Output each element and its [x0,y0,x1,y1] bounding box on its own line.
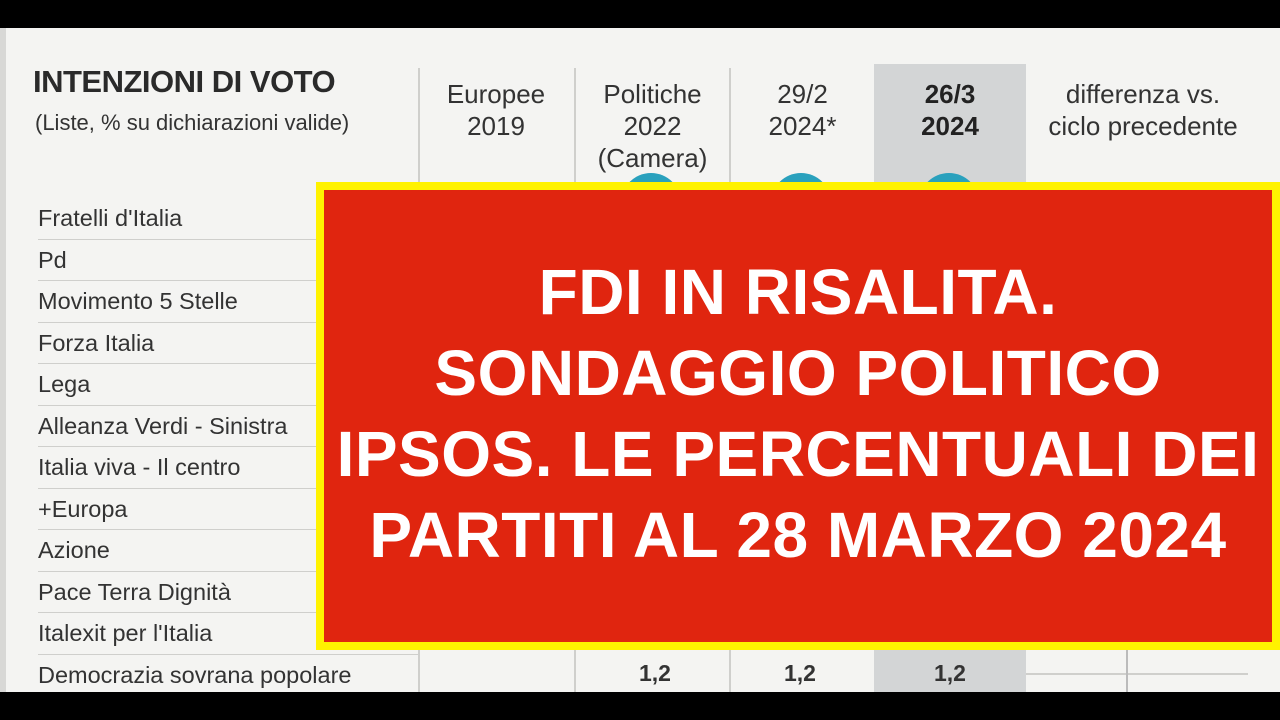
column-header-line: Politiche [603,79,702,109]
value-cell: 1,2 [784,660,816,686]
row-divider [1026,673,1248,675]
column-header-line: 2024 [921,111,979,141]
column-header-line: 2024* [768,111,837,141]
column-header-line: 26/3 [924,79,976,109]
column-header-line: ciclo precedente [1048,111,1238,141]
party-row: Fratelli d'Italia [38,198,418,240]
column-header-line: Europee [446,79,546,109]
party-row: Movimento 5 Stelle [38,281,418,323]
column-divider [1126,648,1128,692]
party-row: Alleanza Verdi - Sinistra [38,406,418,447]
party-row: Democrazia sovrana popolare [38,655,418,693]
value-cell: 1,2 [639,660,671,686]
column-header-line: 2022 [623,111,682,141]
party-row: Lega [38,364,418,406]
column-header-26-3-2024: 26/3 2024 [874,78,1026,142]
party-row: Forza Italia [38,323,418,364]
column-header-29-2-2024: 29/2 2024* [731,78,874,142]
table-subtitle: (Liste, % su dichiarazioni valide) [35,110,350,135]
column-header-europee-2019: Europee 2019 [420,78,572,142]
party-row: Pace Terra Dignità [38,572,418,613]
headline-banner: FDI IN RISALITA. SONDAGGIO POLITICO IPSO… [316,182,1280,650]
party-row: Italexit per l'Italia [38,613,418,655]
column-header-differenza: differenza vs. ciclo precedente [1030,78,1256,142]
table-title: INTENZIONI DI VOTO [33,64,336,99]
party-row: +Europa [38,489,418,530]
left-edge [0,28,6,692]
party-list: Fratelli d'Italia Pd Movimento 5 Stelle … [38,198,418,692]
column-header-line: 29/2 [777,79,828,109]
column-header-line: 2019 [467,111,525,141]
headline-banner-inner: FDI IN RISALITA. SONDAGGIO POLITICO IPSO… [324,190,1272,642]
headline-text: FDI IN RISALITA. SONDAGGIO POLITICO IPSO… [336,256,1260,571]
value-cell: 1,2 [934,660,966,686]
column-header-line: differenza vs. [1065,79,1221,109]
party-row: Italia viva - Il centro [38,447,418,489]
column-header-politiche-2022: Politiche 2022 (Camera) [576,78,729,174]
column-header-line: (Camera) [597,143,708,173]
party-row: Azione [38,530,418,572]
party-row: Pd [38,240,418,281]
